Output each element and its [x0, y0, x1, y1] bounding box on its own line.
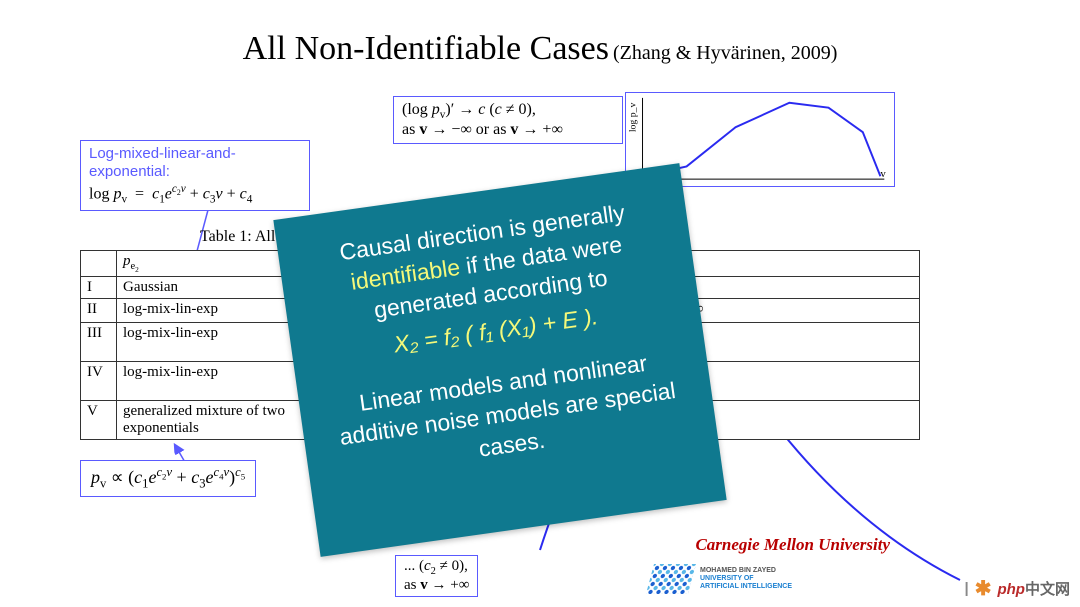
mbz-line1: MOHAMED BIN ZAYED: [700, 567, 792, 575]
title-main: All Non-Identifiable Cases: [243, 30, 609, 67]
callout-log-mixed: Log-mixed-linear-and-exponential: log pv…: [80, 140, 310, 211]
logo-cmu: Carnegie Mellon University: [695, 535, 890, 555]
table-cell: log-mix-lin-exp: [117, 362, 317, 401]
callout-limit-bottom: ... (c2 ≠ 0), as v → +∞: [395, 555, 478, 597]
watermark-bar: |: [965, 580, 969, 597]
watermark-icon: ✱: [975, 576, 992, 601]
table-cell: IV: [81, 362, 117, 401]
logo-mbzuai: MOHAMED BIN ZAYED UNIVERSITY OF ARTIFICI…: [650, 563, 900, 595]
overlay-summary-card: Causal direction is generally identifiab…: [273, 163, 726, 557]
watermark-gray: 中文网: [1025, 581, 1070, 598]
mbz-line2: UNIVERSITY OF: [700, 575, 792, 583]
overlay-para2: Linear models and nonlinear additive noi…: [320, 343, 695, 486]
graph-ylabel: log p_v: [628, 102, 639, 132]
mbz-line3: ARTIFICIAL INTELLIGENCE: [700, 583, 792, 591]
mbzuai-text: MOHAMED BIN ZAYED UNIVERSITY OF ARTIFICI…: [700, 567, 792, 590]
th-blank: [81, 251, 117, 277]
callout-top-line2: as v → −∞ or as v → +∞: [402, 121, 614, 139]
callout-left-label: Log-mixed-linear-and-exponential:: [89, 145, 301, 181]
table-cell: III: [81, 323, 117, 362]
table-cell: I: [81, 277, 117, 299]
table-cell: log-mix-lin-exp: [117, 323, 317, 362]
callout-bottom2-line1: ... (c2 ≠ 0),: [404, 558, 469, 577]
watermark-red: php: [997, 581, 1025, 598]
callout-limit-top: (log pv)′ → c (c ≠ 0), as v → −∞ or as v…: [393, 96, 623, 144]
callout-left-formula: log pv = c1ec2v + c3v + c4: [89, 183, 301, 206]
callout-bottom2-line2: as v → +∞: [404, 577, 469, 594]
table-cell: V: [81, 401, 117, 440]
title-citation: (Zhang & Hyvärinen, 2009): [613, 42, 837, 64]
watermark: | ✱ php中文网: [965, 576, 1070, 601]
table-cell: II: [81, 299, 117, 323]
callout-generalized-mixture: pv ∝ (c1ec2v + c3ec4v)c5: [80, 460, 256, 497]
callout-top-line1: (log pv)′ → c (c ≠ 0),: [402, 101, 614, 121]
table-cell: generalized mixture of two exponentials: [117, 401, 317, 440]
slide-title: All Non-Identifiable Cases (Zhang & Hyvä…: [0, 30, 1080, 68]
graph-xlabel: v: [880, 168, 886, 180]
callout-bottom-formula: pv ∝ (c1ec2v + c3ec4v)c5: [91, 467, 245, 487]
mbzuai-dots-icon: [646, 564, 696, 594]
